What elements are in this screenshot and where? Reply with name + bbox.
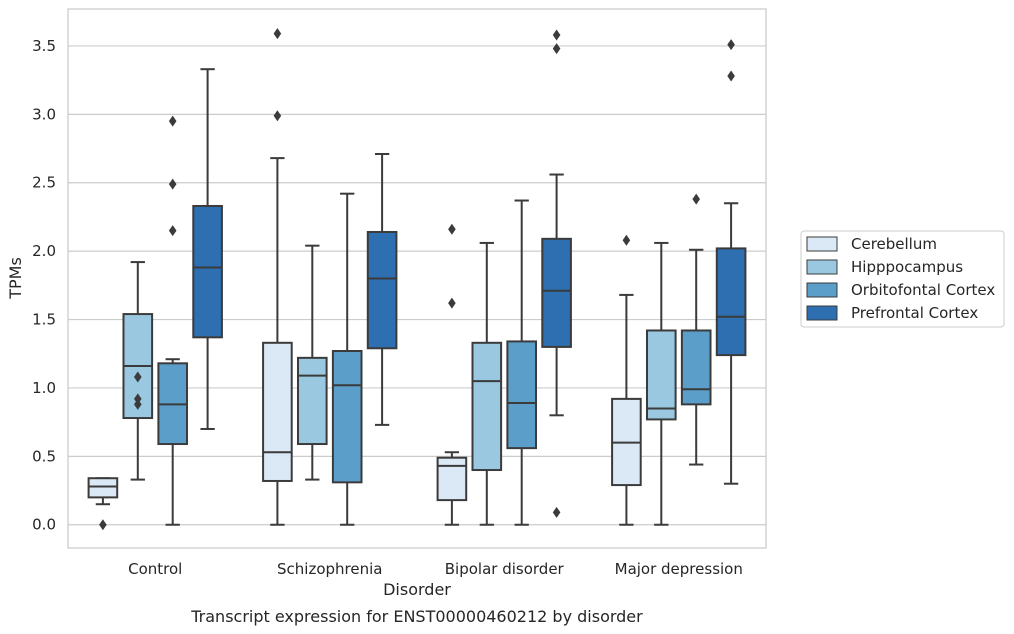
outlier-point	[727, 70, 735, 82]
x-tick-label: Bipolar disorder	[445, 560, 565, 578]
iqr-box	[680, 329, 712, 406]
chart-caption: Transcript expression for ENST0000046021…	[190, 607, 643, 626]
legend: Cerebellum Hipppocampus Orbitofontal Corte…	[800, 230, 1005, 328]
box-cerebellum-0	[87, 477, 119, 531]
outlier-point	[168, 115, 177, 127]
outlier-point	[552, 29, 561, 41]
iqr-box	[506, 340, 538, 450]
box-orbitofontal-cortex-0	[157, 115, 189, 526]
plot-frame	[67, 8, 767, 549]
outlier-point	[692, 193, 700, 205]
outlier-point	[727, 39, 735, 51]
box-hipppocampus-3	[645, 241, 677, 526]
iqr-box	[541, 237, 572, 348]
iqr-box	[262, 341, 293, 482]
box-prefrontal-cortex-1	[366, 153, 398, 426]
iqr-box	[296, 356, 328, 446]
legend-swatch	[806, 236, 838, 252]
outlier-point	[622, 234, 631, 246]
iqr-box	[331, 350, 363, 484]
iqr-box	[366, 230, 398, 350]
y-tick-label: 1.5	[32, 311, 56, 329]
legend-label: Hipppocampus	[851, 258, 963, 276]
outlier-point	[168, 225, 177, 237]
box-cerebellum-1	[262, 28, 293, 526]
y-tick-labels: 0.0 0.5 1.0 1.5 2.0 2.5 3.0 3.5	[32, 37, 56, 534]
outlier-point	[134, 371, 142, 383]
iqr-box	[436, 456, 468, 502]
box-orbitofontal-cortex-3	[680, 193, 712, 466]
box-hipppocampus-2	[471, 241, 503, 526]
plot-area	[68, 9, 766, 548]
legend-frame	[800, 230, 1005, 328]
x-tick-label: Control	[128, 560, 182, 578]
iqr-box	[471, 341, 503, 472]
legend-label: Prefrontal Cortex	[851, 304, 978, 322]
iqr-box	[87, 477, 119, 499]
y-tick-label: 3.0	[32, 105, 56, 123]
y-tick-label: 0.0	[32, 516, 56, 534]
outlier-point	[448, 297, 456, 309]
box-prefrontal-cortex-2	[541, 29, 572, 518]
x-tick-labels: Control Schizophrenia Bipolar disorder Majo…	[128, 560, 743, 578]
iqr-box	[192, 204, 223, 339]
outlier-point	[99, 519, 107, 531]
box-prefrontal-cortex-0	[192, 68, 223, 430]
box-hipppocampus-1	[296, 244, 328, 481]
legend-swatch	[806, 259, 838, 275]
outlier-point	[134, 393, 142, 405]
box-prefrontal-cortex-3	[715, 39, 747, 485]
box-orbitofontal-cortex-2	[506, 199, 538, 526]
outlier-point	[168, 178, 177, 190]
y-tick-label: 2.0	[32, 242, 56, 260]
y-axis-label: TPMs	[6, 257, 25, 300]
outlier-point	[273, 110, 282, 122]
y-tick-label: 1.0	[32, 379, 56, 397]
y-tick-label: 3.5	[32, 37, 56, 55]
legend-swatch	[806, 305, 838, 321]
legend-swatch	[806, 282, 838, 298]
outlier-point	[448, 223, 456, 235]
outlier-point	[273, 28, 282, 40]
y-tick-label: 2.5	[32, 174, 56, 192]
iqr-box	[715, 247, 747, 357]
box-cerebellum-3	[611, 234, 642, 526]
box-orbitofontal-cortex-1	[331, 192, 363, 526]
y-tick-label: 0.5	[32, 447, 56, 465]
outlier-point	[552, 43, 561, 55]
iqr-box	[645, 329, 677, 421]
box-series	[87, 28, 747, 531]
box-cerebellum-2	[436, 223, 468, 526]
x-axis-label: Disorder	[383, 580, 451, 599]
x-tick-label: Schizophrenia	[277, 560, 382, 578]
legend-label: Orbitofontal Cortex	[851, 281, 995, 299]
box-hipppocampus-0	[122, 261, 154, 481]
x-tick-label: Major depression	[615, 560, 743, 578]
outlier-point	[552, 506, 561, 518]
legend-label: Cerebellum	[851, 235, 937, 253]
